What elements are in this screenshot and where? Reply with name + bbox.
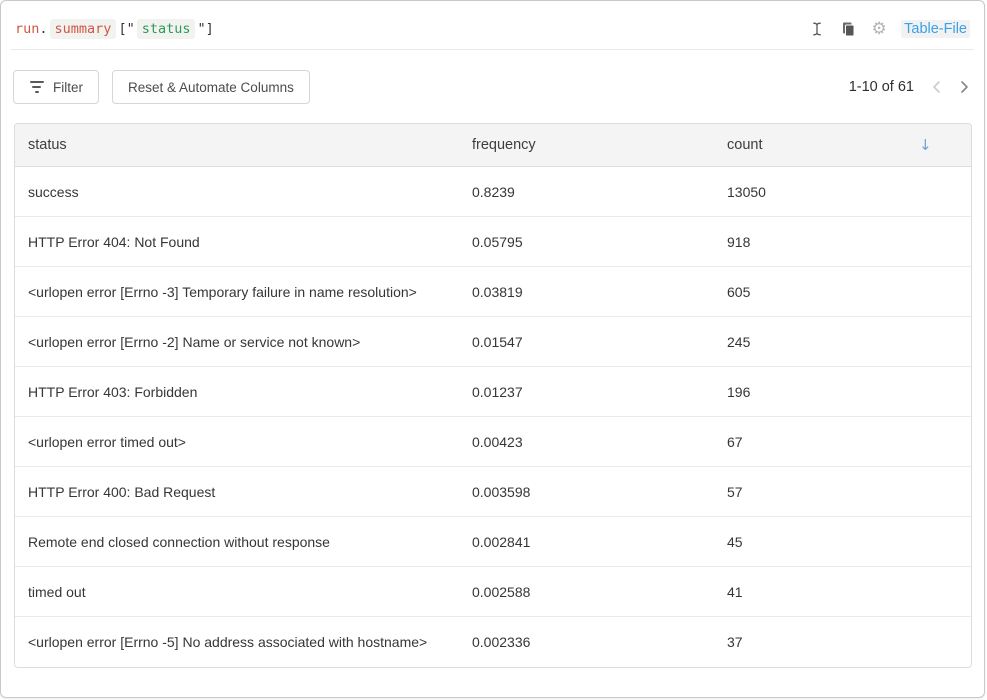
- cell-count: 605: [727, 283, 751, 300]
- cell-count: 57: [727, 483, 743, 500]
- status-table: status frequency count ↓ success 0.8239 …: [14, 123, 972, 668]
- cell-count: 41: [727, 583, 743, 600]
- copy-icon[interactable]: [839, 20, 857, 38]
- table-row: <urlopen error [Errno -2] Name or servic…: [15, 317, 971, 367]
- cell-frequency: 0.002588: [472, 583, 531, 600]
- expression-token-run: run: [15, 21, 40, 37]
- next-page-icon[interactable]: [959, 80, 970, 94]
- table-row: HTTP Error 403: Forbidden 0.01237 196: [15, 367, 971, 417]
- cell-frequency: 0.03819: [472, 283, 523, 300]
- cell-status: success: [28, 183, 79, 200]
- cell-count: 245: [727, 333, 751, 350]
- column-header-frequency[interactable]: frequency: [472, 137, 536, 153]
- cell-status: <urlopen error [Errno -2] Name or servic…: [28, 333, 361, 350]
- table-row: <urlopen error timed out> 0.00423 67: [15, 417, 971, 467]
- cell-frequency: 0.00423: [472, 433, 523, 450]
- expression-token-dot: .: [39, 21, 48, 37]
- cell-count: 37: [727, 634, 743, 650]
- cell-status: <urlopen error [Errno -3] Temporary fail…: [28, 283, 417, 300]
- table-row: HTTP Error 404: Not Found 0.05795 918: [15, 217, 971, 267]
- table-row: success 0.8239 13050: [15, 167, 971, 217]
- expression-token-close-bracket: "]: [197, 21, 214, 37]
- table-header-row: status frequency count ↓: [15, 124, 971, 167]
- table-toolbar: Filter Reset & Automate Columns 1-10 of …: [13, 70, 972, 104]
- cell-status: Remote end closed connection without res…: [28, 533, 330, 550]
- table-row: timed out 0.002588 41: [15, 567, 971, 617]
- cell-status: HTTP Error 400: Bad Request: [28, 483, 216, 500]
- expression-bar: run . summary [" status "] ⚙ Table-File: [1, 1, 984, 49]
- cell-status: HTTP Error 404: Not Found: [28, 233, 200, 250]
- text-cursor-icon[interactable]: [808, 20, 826, 38]
- filter-button[interactable]: Filter: [13, 70, 99, 104]
- table-row: <urlopen error [Errno -3] Temporary fail…: [15, 267, 971, 317]
- cell-frequency: 0.01547: [472, 333, 523, 350]
- weave-expression[interactable]: run . summary [" status "]: [15, 19, 214, 39]
- sort-indicator: ↓: [919, 136, 971, 154]
- filter-button-label: Filter: [53, 79, 83, 95]
- cell-count: 67: [727, 433, 743, 450]
- expression-actions: ⚙ Table-File: [808, 20, 970, 38]
- cell-count: 45: [727, 533, 743, 550]
- column-header-count[interactable]: count: [727, 137, 763, 153]
- previous-page-icon[interactable]: [931, 80, 942, 94]
- cell-frequency: 0.002841: [472, 533, 531, 550]
- expression-token-summary: summary: [49, 19, 117, 39]
- sort-descending-icon[interactable]: ↓: [919, 136, 932, 154]
- expression-token-status: status: [136, 19, 196, 39]
- pagination-range-label: 1-10 of 61: [848, 79, 914, 95]
- cell-frequency: 0.002336: [472, 634, 531, 650]
- cell-frequency: 0.8239: [472, 183, 515, 200]
- table-row: Remote end closed connection without res…: [15, 517, 971, 567]
- table-row: HTTP Error 400: Bad Request 0.003598 57: [15, 467, 971, 517]
- cell-status: <urlopen error [Errno -5] No address ass…: [28, 634, 428, 650]
- cell-count: 196: [727, 383, 751, 400]
- expression-token-open-bracket: [": [118, 21, 135, 37]
- table-file-link[interactable]: Table-File: [901, 20, 970, 38]
- cell-frequency: 0.01237: [472, 383, 523, 400]
- cell-frequency: 0.003598: [472, 483, 531, 500]
- cell-count: 13050: [727, 183, 766, 200]
- expression-bar-divider: [11, 49, 974, 50]
- gear-icon[interactable]: ⚙: [871, 18, 887, 39]
- reset-automate-columns-label: Reset & Automate Columns: [128, 79, 294, 95]
- cell-status: timed out: [28, 583, 86, 600]
- cell-count: 918: [727, 233, 751, 250]
- cell-status: <urlopen error timed out>: [28, 433, 186, 450]
- column-header-status[interactable]: status: [28, 137, 67, 153]
- table-row: <urlopen error [Errno -5] No address ass…: [15, 617, 971, 667]
- filter-icon: [29, 81, 44, 93]
- cell-status: HTTP Error 403: Forbidden: [28, 383, 198, 400]
- reset-automate-columns-button[interactable]: Reset & Automate Columns: [112, 70, 310, 104]
- pagination: 1-10 of 61: [849, 79, 972, 95]
- cell-frequency: 0.05795: [472, 233, 523, 250]
- toolbar-buttons: Filter Reset & Automate Columns: [13, 70, 310, 104]
